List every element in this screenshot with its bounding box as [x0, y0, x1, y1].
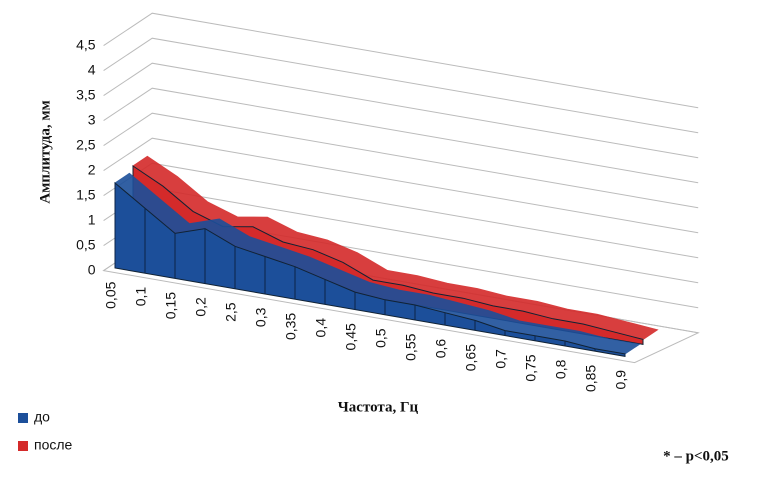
- y-axis-title: Амплитуда, мм: [37, 100, 53, 204]
- x-tick-label: 0,6: [432, 339, 448, 359]
- y-tick-label: 0: [88, 261, 96, 277]
- x-tick-label: 0,05: [102, 281, 118, 308]
- y-tick-label: 4: [88, 61, 96, 77]
- x-tick-label: 0,5: [372, 328, 388, 348]
- grid-line: [103, 112, 699, 209]
- y-tick-label: 2,5: [76, 136, 96, 152]
- y-tick-label: 1: [88, 211, 96, 227]
- legend-swatch: [18, 441, 28, 451]
- x-axis-title: Частота, Гц: [338, 399, 419, 415]
- legend-label: после: [34, 437, 73, 453]
- footnote: * – p<0,05: [663, 448, 729, 464]
- grid-line: [103, 87, 699, 184]
- x-tick-label: 2,5: [222, 302, 238, 322]
- x-tick-label: 0,85: [582, 365, 598, 392]
- grid-line: [103, 62, 699, 159]
- x-tick-label: 0,15: [162, 292, 178, 319]
- x-tick-label: 0,3: [252, 307, 268, 327]
- grid-line: [103, 37, 699, 134]
- x-tick-label: 0,1: [132, 287, 148, 307]
- grid-line: [103, 12, 699, 109]
- x-tick-label: 0,35: [282, 313, 298, 340]
- x-tick-label: 0,9: [612, 370, 628, 390]
- x-tick-label: 0,4: [312, 318, 328, 338]
- x-tick-label: 0,55: [402, 333, 418, 360]
- y-tick-label: 4,5: [76, 36, 96, 52]
- x-tick-label: 0,2: [192, 297, 208, 317]
- x-tick-label: 0,7: [492, 349, 508, 369]
- x-tick-label: 0,45: [342, 323, 358, 350]
- y-tick-label: 2: [88, 161, 96, 177]
- legend-label: до: [34, 409, 50, 425]
- x-tick-label: 0,8: [552, 359, 568, 379]
- x-tick-label: 0,65: [462, 344, 478, 371]
- grid-line: [103, 137, 699, 234]
- y-tick-label: 1,5: [76, 186, 96, 202]
- y-tick-label: 0,5: [76, 236, 96, 252]
- y-tick-label: 3: [88, 111, 96, 127]
- x-tick-label: 0,75: [522, 354, 538, 381]
- y-tick-label: 3,5: [76, 86, 96, 102]
- legend-swatch: [18, 413, 28, 423]
